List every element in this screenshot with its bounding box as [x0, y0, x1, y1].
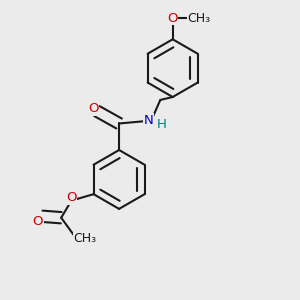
- Text: H: H: [156, 118, 166, 131]
- Text: CH₃: CH₃: [73, 232, 96, 245]
- Text: CH₃: CH₃: [188, 12, 211, 25]
- Text: O: O: [66, 191, 76, 205]
- Text: O: O: [88, 102, 99, 115]
- Text: O: O: [167, 12, 177, 25]
- Text: O: O: [32, 215, 43, 228]
- Text: N: N: [144, 114, 153, 127]
